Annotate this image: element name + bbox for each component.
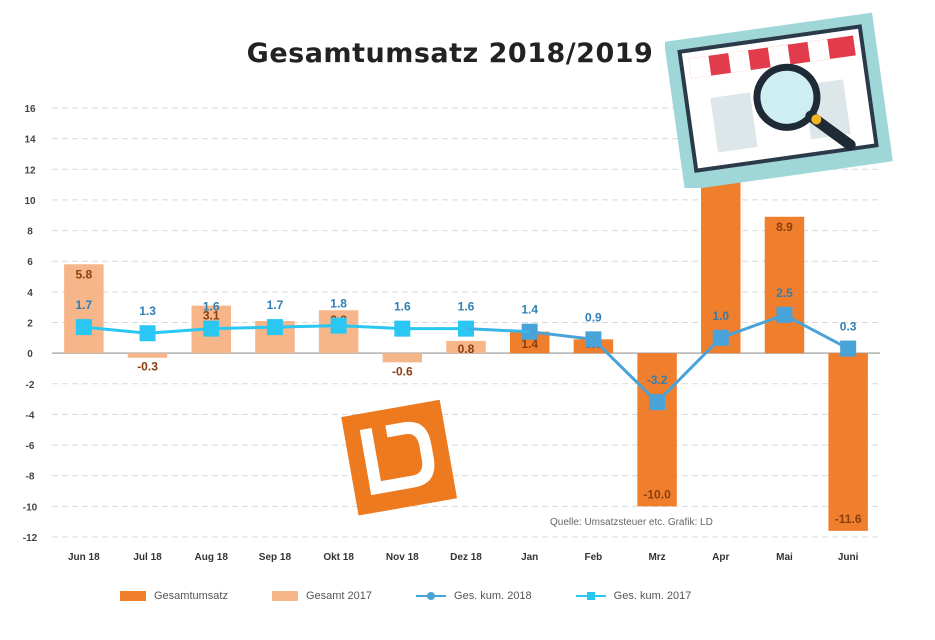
y-tick-label: -12 — [23, 533, 38, 544]
y-tick-label: 12 — [24, 165, 36, 176]
bar-label: 1.4 — [521, 337, 538, 351]
bar-label: -0.3 — [137, 360, 158, 374]
line-label: 2.5 — [776, 286, 793, 300]
line-label: 1.0 — [712, 309, 729, 323]
x-tick-label: Jun 18 — [68, 552, 100, 563]
bar — [828, 353, 868, 531]
y-tick-label: -8 — [26, 472, 35, 483]
x-tick-label: Jan — [521, 552, 538, 563]
y-tick-label: 8 — [27, 227, 33, 238]
x-tick-label: Mrz — [648, 552, 665, 563]
line-point — [394, 320, 411, 337]
line-point — [840, 340, 857, 357]
bar — [382, 353, 423, 363]
bar — [127, 353, 168, 358]
legend-item-ges-kum-2018: Ges. kum. 2018 — [416, 590, 532, 602]
legend-label: Ges. kum. 2018 — [454, 590, 532, 602]
x-tick-label: Mai — [776, 552, 793, 563]
line-label: 0.3 — [840, 320, 857, 334]
line-label: -3.2 — [647, 373, 668, 387]
line-label: 1.3 — [139, 304, 156, 318]
x-tick-label: Nov 18 — [386, 552, 419, 563]
bar — [64, 264, 104, 354]
legend-swatch — [120, 591, 146, 601]
line-point — [330, 317, 347, 334]
bar — [509, 331, 550, 354]
line-point — [203, 320, 220, 337]
legend-swatch — [271, 591, 298, 601]
ld-logo-icon — [341, 399, 458, 516]
line-label: 1.7 — [267, 298, 284, 312]
x-tick-label: Dez 18 — [450, 552, 482, 563]
line-point — [712, 329, 729, 346]
line-label: 1.7 — [76, 298, 93, 312]
bar-label: 5.8 — [76, 267, 93, 281]
x-tick-label: Okt 18 — [323, 552, 354, 563]
x-tick-label: Aug 18 — [195, 552, 229, 563]
bar-label: -10.0 — [643, 487, 671, 501]
line-point — [585, 331, 602, 348]
line-point — [649, 394, 666, 411]
bar-label: 3.1 — [203, 309, 220, 323]
bar — [446, 340, 486, 354]
legend-item-gesamt-2017: Gesamt 2017 — [271, 590, 373, 602]
line-label: 1.6 — [394, 300, 411, 314]
line-point — [776, 306, 793, 323]
line-point — [139, 325, 156, 342]
magnifier-illustration-icon — [665, 12, 893, 188]
line-point — [75, 319, 92, 336]
bar — [764, 216, 805, 354]
y-tick-label: -2 — [26, 380, 35, 391]
x-tick-label: Apr — [712, 552, 729, 563]
legend-label: Gesamt 2017 — [305, 590, 373, 602]
line-label: 1.4 — [521, 303, 538, 317]
y-tick-label: 2 — [27, 319, 33, 330]
y-tick-label: -4 — [26, 410, 35, 421]
y-tick-label: -6 — [26, 441, 35, 452]
source-note: Quelle: Umsatzsteuer etc. Grafik: LD — [550, 517, 713, 528]
legend-label: Gesamtumsatz — [154, 590, 228, 602]
legend-item-gesamtumsatz: Gesamtumsatz — [120, 590, 228, 602]
y-tick-label: 10 — [24, 196, 36, 207]
chart-title: Gesamtumsatz 2018/2019 — [246, 38, 654, 69]
bar-label: 8.9 — [776, 220, 793, 234]
y-tick-label: -10 — [23, 502, 38, 513]
bar-label: -0.6 — [392, 364, 413, 378]
line-label: 0.9 — [585, 310, 602, 324]
line-point — [266, 319, 283, 336]
y-tick-label: 6 — [27, 257, 33, 268]
bar-label: -11.6 — [835, 512, 862, 526]
x-tick-label: Feb — [584, 552, 602, 563]
legend-swatch — [416, 591, 447, 601]
y-tick-label: 14 — [24, 135, 36, 146]
y-tick-label: 0 — [27, 349, 33, 360]
line-label: 1.6 — [458, 300, 475, 314]
legend: Gesamtumsatz Gesamt 2017 Ges. kum. 2018 … — [120, 590, 691, 602]
x-tick-label: Sep 18 — [259, 552, 292, 563]
legend-label: Ges. kum. 2017 — [613, 590, 692, 602]
x-tick-label: Juni — [838, 552, 859, 563]
legend-item-ges-kum-2017: Ges. kum. 2017 — [575, 590, 692, 602]
y-tick-label: 4 — [27, 288, 33, 299]
line-label: 1.8 — [330, 297, 347, 311]
x-tick-label: Jul 18 — [133, 552, 162, 563]
y-tick-label: 16 — [24, 104, 36, 115]
series-line — [529, 313, 849, 405]
line-label: 1.6 — [203, 300, 220, 314]
legend-swatch — [575, 591, 606, 601]
series-line — [465, 327, 530, 334]
bar — [637, 353, 677, 507]
bar-label: 0.8 — [458, 342, 475, 356]
